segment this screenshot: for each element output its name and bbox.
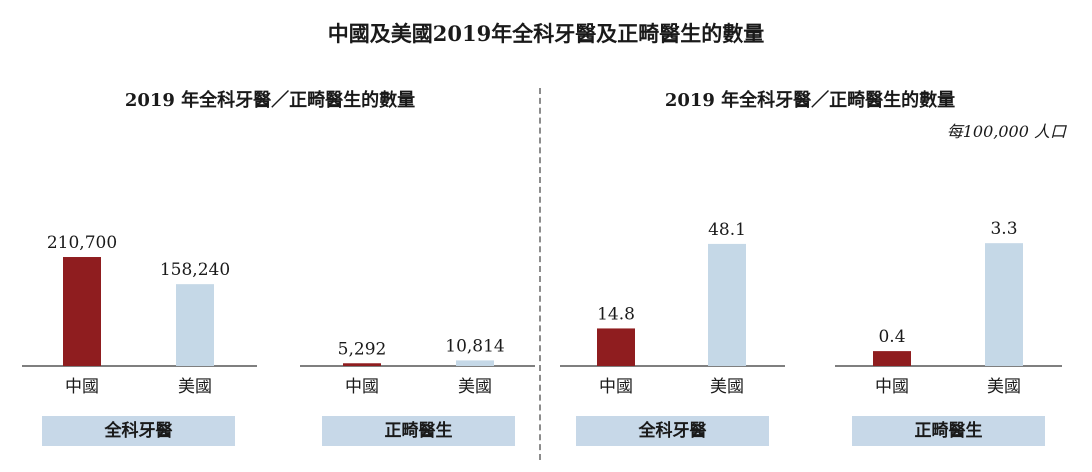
right-panel-title: 2019 年全科牙醫／正畸醫生的數量 [664,90,956,111]
category-label: 中國 [599,377,633,397]
data-label: 210,700 [47,233,117,253]
category-label: 中國 [65,377,99,397]
bar-usa [456,360,494,366]
unit-label: 每100,000 人口 [946,122,1066,141]
main-title: 中國及美國2019年全科牙醫及正畸醫生的數量 [327,21,765,46]
group-label-general-dentists-per-capita: 全科牙醫 [576,416,769,446]
bar-china [343,363,381,366]
bar-usa [985,243,1023,366]
group-label-orthodontists-absolute: 正畸醫生 [322,416,515,446]
left-panel-title: 2019 年全科牙醫／正畸醫生的數量 [124,90,416,111]
bar-usa [708,243,746,366]
category-label: 美國 [710,377,744,397]
category-label: 中國 [345,377,379,397]
category-label: 美國 [987,377,1021,397]
group-label-orthodontists-per-capita: 正畸醫生 [852,416,1045,446]
data-label: 48.1 [708,220,746,240]
bar-usa [176,284,214,366]
data-label: 10,814 [445,336,504,356]
bar-china [873,351,911,366]
bar-china [597,328,635,366]
category-label: 中國 [875,377,909,397]
group-label-general-dentists-absolute: 全科牙醫 [42,416,235,446]
category-label: 美國 [178,377,212,397]
data-label: 14.8 [597,304,635,324]
category-label: 美國 [458,377,492,397]
data-label: 5,292 [338,339,387,359]
data-label: 158,240 [160,260,230,280]
bar-china [63,257,101,366]
data-label: 0.4 [878,327,905,347]
data-label: 3.3 [990,219,1017,239]
panel-divider [539,88,541,460]
